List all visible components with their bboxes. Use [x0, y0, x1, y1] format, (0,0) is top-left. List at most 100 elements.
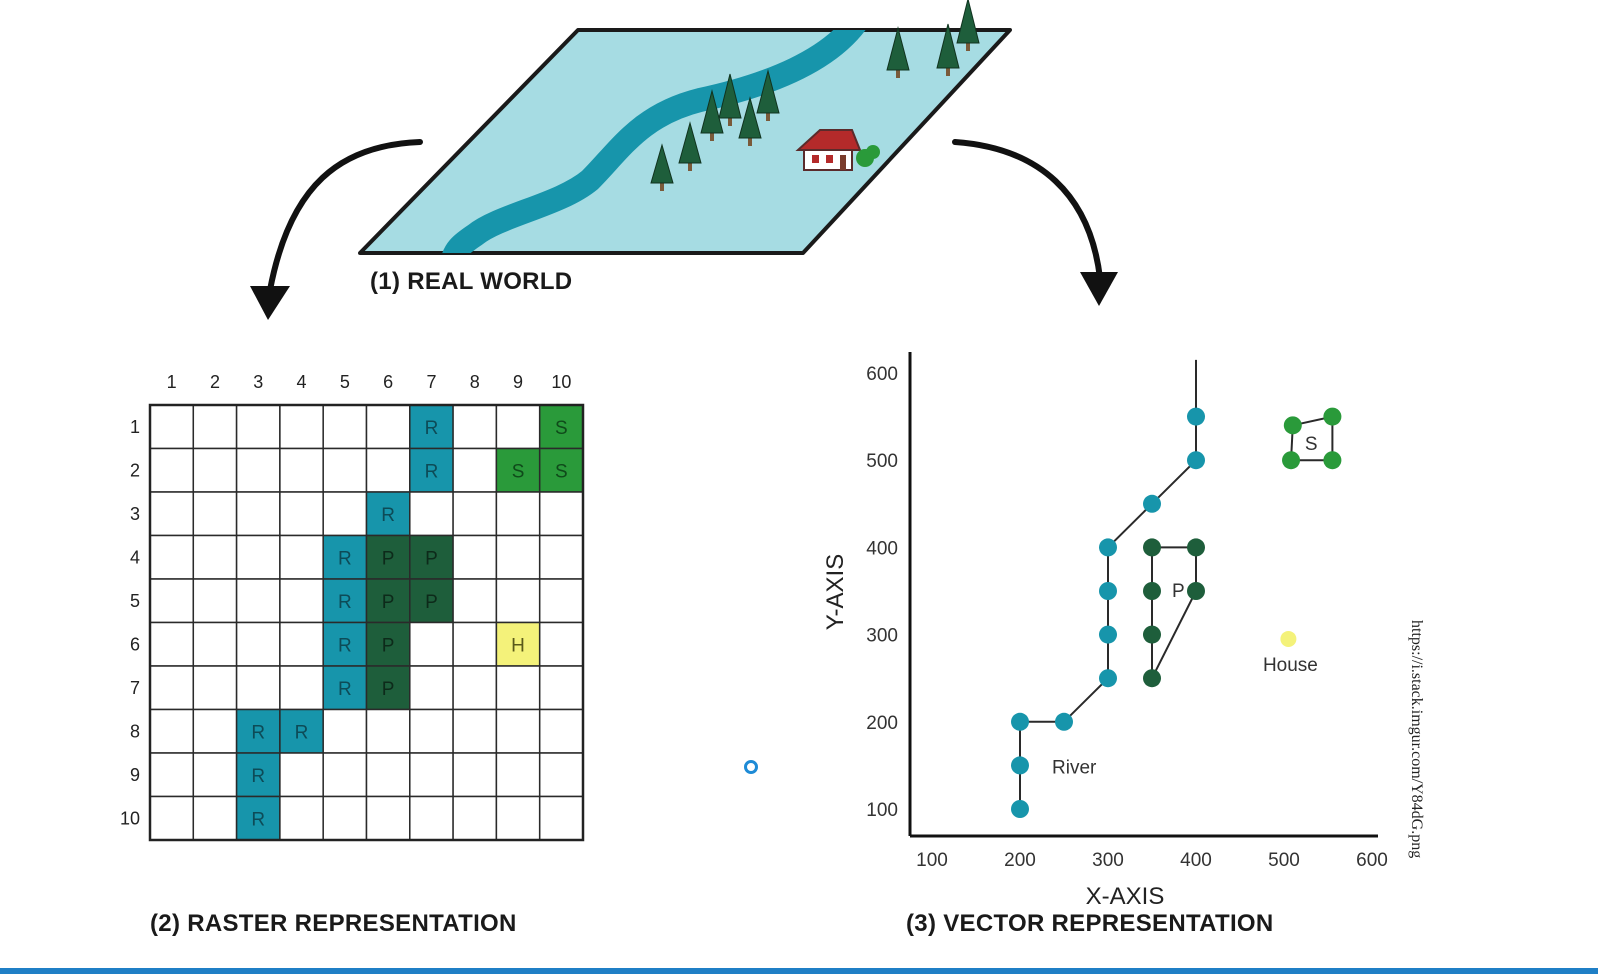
river-vertex — [1143, 494, 1161, 513]
raster-col-label: 1 — [167, 372, 177, 392]
raster-cell-label: R — [338, 548, 352, 569]
raster-row-label: 8 — [130, 721, 140, 741]
house-icon — [795, 129, 880, 171]
river-label: River — [1052, 757, 1097, 778]
s-label: S — [1305, 434, 1318, 455]
raster-cell-empty — [192, 578, 238, 624]
p-polygon — [1151, 546, 1197, 679]
raster-col-label: 8 — [470, 372, 480, 392]
raster-cell-label: P — [382, 592, 395, 613]
vector-caption: (3) VECTOR REPRESENTATION — [906, 910, 1274, 937]
raster-cell-empty — [279, 578, 324, 624]
raster-cell-empty — [192, 752, 238, 798]
raster-cell-empty — [452, 621, 498, 667]
raster-cell-p — [409, 578, 454, 624]
raster-cell-empty — [538, 621, 584, 667]
pine-tree-icon — [738, 96, 762, 146]
raster-cell-empty — [452, 578, 498, 624]
river-vertex — [1011, 756, 1029, 775]
raster-cell-empty — [279, 491, 324, 537]
raster-caption: (2) RASTER REPRESENTATION — [150, 910, 517, 937]
raster-row-label: 3 — [130, 504, 140, 524]
raster-cell-empty — [322, 752, 368, 798]
raster-cell-empty — [538, 534, 584, 580]
raster-cell-empty — [452, 665, 498, 711]
pine-tree-icon — [718, 73, 742, 126]
x-tick-label: 100 — [916, 850, 948, 871]
river-vertex — [1099, 582, 1117, 600]
raster-cell-p — [409, 534, 454, 580]
raster-cell-empty — [322, 447, 368, 493]
raster-cell-empty — [322, 708, 368, 754]
raster-row-label: 10 — [120, 808, 140, 828]
raster-cell-empty — [279, 752, 324, 798]
raster-cell-empty — [149, 491, 195, 537]
raster-cell-empty — [192, 708, 238, 754]
pine-tree-icon — [700, 89, 724, 141]
raster-cell-empty — [149, 534, 195, 580]
raster-cell-empty — [538, 665, 584, 711]
x-tick-label: 500 — [1268, 850, 1300, 871]
y-tick-label: 200 — [866, 713, 898, 734]
raster-cell-p — [365, 621, 411, 667]
raster-cell-empty — [149, 578, 195, 624]
pine-tree-icon — [650, 143, 674, 191]
raster-cell-empty — [538, 708, 584, 754]
raster-col-label: 5 — [340, 372, 350, 392]
raster-row-label: 2 — [130, 460, 140, 480]
raster-cell-empty — [235, 578, 281, 624]
river-vertex — [1099, 625, 1117, 644]
raster-cell-label: R — [338, 679, 352, 700]
raster-cell-empty — [409, 621, 454, 667]
raster-cell-empty — [192, 404, 238, 450]
raster-cell-empty — [235, 404, 281, 450]
raster-cell-empty — [409, 752, 454, 798]
raster-cell-empty — [495, 404, 541, 450]
raster-cell-empty — [495, 665, 541, 711]
pine-tree-icon — [756, 69, 780, 121]
raster-cell-empty — [495, 708, 541, 754]
s-vertex — [1323, 451, 1342, 470]
raster-cell-empty — [149, 665, 195, 711]
raster-cell-label: P — [425, 592, 438, 613]
raster-cell-empty — [235, 621, 281, 667]
raster-cell-label: P — [382, 679, 395, 700]
arrow-to-vector — [952, 139, 1118, 306]
raster-col-label: 10 — [551, 372, 571, 392]
y-tick-label: 100 — [866, 800, 898, 821]
raster-cell-empty — [279, 447, 324, 493]
raster-row-label: 9 — [130, 765, 140, 785]
real-world-landscape — [358, 0, 1012, 255]
raster-cell-label: R — [338, 592, 352, 613]
raster-cell-label: P — [425, 548, 438, 569]
river-vertex — [1011, 712, 1029, 731]
raster-cell-label: S — [555, 418, 568, 439]
raster-cell-empty — [235, 491, 281, 537]
raster-col-label: 7 — [426, 372, 436, 392]
raster-cell-empty — [452, 708, 498, 754]
raster-cell-label: P — [382, 635, 395, 656]
raster-cell-empty — [149, 795, 195, 841]
raster-cell-empty — [279, 404, 324, 450]
p-vertex — [1143, 538, 1161, 557]
raster-cell-empty — [235, 534, 281, 580]
raster-cell-label: R — [251, 766, 265, 787]
raster-cell-empty — [452, 534, 498, 580]
raster-col-label: 2 — [210, 372, 220, 392]
raster-cell-empty — [495, 795, 541, 841]
raster-cell-empty — [279, 795, 324, 841]
x-tick-label: 400 — [1180, 850, 1212, 871]
raster-cell-empty — [495, 534, 541, 580]
x-tick-label: 300 — [1092, 850, 1124, 871]
bottom-accent-bar — [0, 968, 1598, 974]
raster-cell-empty — [452, 795, 498, 841]
raster-cell-label: S — [555, 461, 568, 482]
raster-cell-empty — [279, 665, 324, 711]
y-tick-label: 500 — [866, 451, 898, 472]
raster-cell-empty — [192, 621, 238, 667]
raster-cell-empty — [409, 708, 454, 754]
x-tick-label: 600 — [1356, 850, 1388, 871]
p-vertex — [1143, 669, 1161, 688]
